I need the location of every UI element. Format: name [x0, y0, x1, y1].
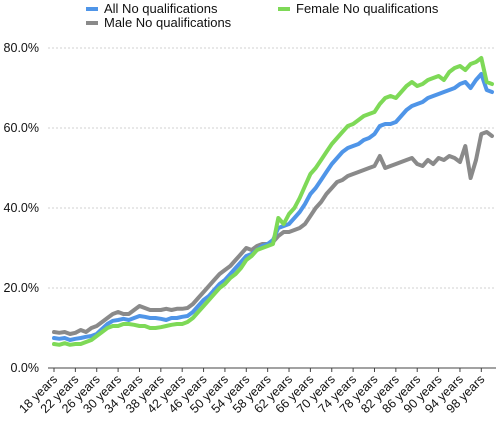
legend-item-all: All No qualifications	[86, 1, 217, 16]
y-tick-label: 40.0%	[4, 201, 39, 215]
gridlines	[48, 47, 496, 369]
y-tick-label: 80.0%	[4, 41, 39, 55]
legend-item-male: Male No qualifications	[86, 15, 231, 30]
legend-swatch-male	[86, 20, 98, 25]
series-lines	[52, 56, 494, 347]
series-line-male-no-qualifications	[52, 130, 494, 336]
y-tick-label: 20.0%	[4, 281, 39, 295]
legend-swatch-all	[86, 6, 98, 11]
y-tick-label: 0.0%	[11, 361, 40, 375]
y-tick-label: 60.0%	[4, 121, 39, 135]
legend-label-male: Male No qualifications	[104, 15, 232, 30]
legend-label-all: All No qualifications	[104, 1, 218, 16]
series-line-all-no-qualifications	[52, 72, 494, 342]
legend-item-female: Female No qualifications	[278, 1, 438, 16]
series-line-female-no-qualifications	[52, 56, 494, 347]
legend-label-female: Female No qualifications	[296, 1, 439, 16]
y-axis: 0.0% 20.0% 40.0% 60.0% 80.0%	[4, 41, 39, 375]
legend-swatch-female	[278, 6, 290, 11]
